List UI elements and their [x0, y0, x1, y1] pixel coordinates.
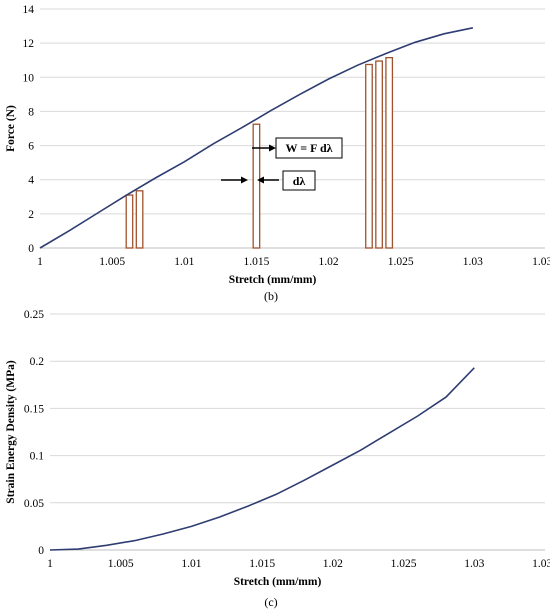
- work-bar: [365, 63, 373, 249]
- x-axis-label: Stretch (mm/mm): [229, 274, 317, 286]
- x-tick-label: 1.025: [388, 256, 414, 268]
- dlambda-annotation-box: [282, 170, 316, 191]
- force-stretch-chart: 0 2 4 6 8 10 12 14 1 1.005 1.01 1.015 1.02 1.025 1.03 1…: [5, 4, 550, 303]
- x-tick-label: 1.015: [249, 558, 275, 570]
- y-tick-label: 0.2: [30, 356, 45, 368]
- x-tick-label: 1.02: [319, 256, 339, 268]
- y-tick-label: 8: [28, 106, 34, 118]
- x-tick-label: 1.03: [464, 558, 484, 570]
- x-tick-label: 1.025: [391, 558, 417, 570]
- x-tick-label: 1.035: [532, 558, 550, 570]
- panel-caption: (b): [264, 289, 278, 303]
- y-axis-label: Strain Energy Density (MPa): [5, 360, 17, 504]
- dlambda-arrowhead-right: [257, 176, 264, 184]
- y-tick-label: 2: [28, 209, 34, 221]
- series-line: [49, 367, 475, 551]
- strain-energy-chart: 0 0.05 0.1 0.15 0.2 0.25 1 1.005 1.01 1.015 1.02 1.…: [5, 309, 550, 609]
- x-tick-label: 1.035: [532, 256, 550, 268]
- panel-caption: (c): [264, 595, 277, 609]
- x-tick-label: 1: [47, 558, 53, 570]
- x-tick-label: 1: [37, 256, 43, 268]
- x-tick-label: 1.005: [108, 558, 134, 570]
- work-bar: [252, 123, 261, 249]
- work-bar: [135, 190, 144, 249]
- y-tick-label: 10: [23, 72, 35, 84]
- work-bar: [375, 60, 383, 249]
- y-tick-label: 0.25: [24, 309, 44, 321]
- y-axis-label: Force (N): [5, 105, 17, 152]
- work-bar: [385, 57, 394, 249]
- y-tick-label: 12: [23, 38, 35, 50]
- x-tick-label: 1.02: [323, 558, 343, 570]
- x-tick-label: 1.005: [99, 256, 125, 268]
- x-tick-label: 1.03: [463, 256, 483, 268]
- x-tick-label: 1.01: [174, 256, 194, 268]
- y-tick-label: 0: [38, 545, 44, 557]
- y-tick-label: 6: [28, 141, 34, 153]
- y-tick-label: 0.05: [24, 498, 44, 510]
- x-axis-label: Stretch (mm/mm): [234, 576, 322, 588]
- work-bar: [125, 194, 134, 249]
- x-tick-label: 1.01: [181, 558, 201, 570]
- dlambda-arrowhead-left: [241, 176, 248, 184]
- y-tick-label: 4: [28, 175, 34, 187]
- work-arrowhead: [269, 144, 276, 152]
- y-tick-label: 0: [28, 243, 34, 255]
- y-tick-label: 14: [23, 4, 35, 16]
- dlambda-annotation-text: dλ: [293, 174, 306, 188]
- y-tick-label: 0.1: [30, 451, 45, 463]
- series-line: [39, 27, 474, 249]
- work-annotation-text: W = F dλ: [285, 141, 332, 155]
- y-tick-label: 0.15: [24, 403, 44, 415]
- x-tick-label: 1.015: [243, 256, 269, 268]
